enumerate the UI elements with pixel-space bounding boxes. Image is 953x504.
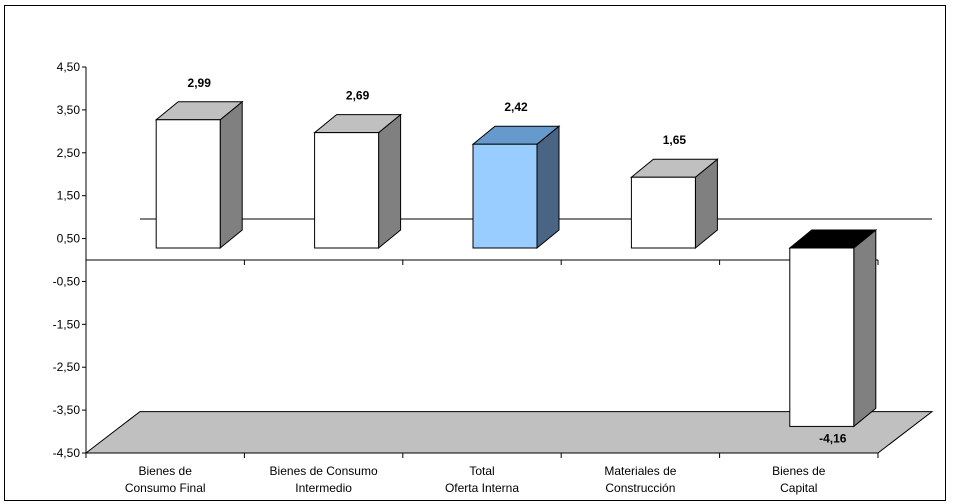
bar-side: [378, 113, 402, 250]
category-label-4: Bienes de: [772, 464, 826, 478]
y-tick-label: -4,50: [53, 446, 81, 460]
data-label-2: 2,42: [504, 100, 528, 114]
bar-side: [853, 228, 877, 428]
category-label-3: Materiales de: [604, 464, 676, 478]
y-tick-label: -3,50: [53, 403, 81, 417]
bar-3: [629, 158, 719, 250]
bar-1: [313, 113, 403, 250]
category-label-2: Total: [469, 464, 494, 478]
data-label-1: 2,69: [346, 89, 370, 103]
y-tick-label: 2,50: [57, 146, 81, 160]
y-tick-label: 1,50: [57, 189, 81, 203]
y-tick-label: -0,50: [53, 274, 81, 288]
bar-0: [154, 100, 244, 250]
y-tick-label: 3,50: [57, 103, 81, 117]
category-label-1: Intermedio: [295, 481, 352, 495]
y-tick-label: -1,50: [53, 317, 81, 331]
chart-floor-plane: [84, 411, 934, 454]
bar-front: [155, 119, 221, 249]
chart-floor: [84, 411, 934, 454]
bar-side: [536, 125, 560, 250]
y-tick-label: 4,50: [57, 60, 81, 74]
y-tick-label: 0,50: [57, 232, 81, 246]
category-label-0: Consumo Final: [125, 481, 206, 495]
category-label-2: Oferta Interna: [445, 481, 519, 495]
data-label-4: -4,16: [819, 431, 847, 445]
bar-front: [630, 176, 696, 249]
y-tick-label: -2,50: [53, 360, 81, 374]
bar-front: [472, 143, 538, 249]
bar-front: [789, 247, 855, 427]
data-labels: 2,99 2,69 2,42 1,65 -4,16: [188, 76, 847, 446]
data-label-0: 2,99: [188, 76, 212, 90]
bar-front: [314, 132, 380, 249]
category-label-4: Capital: [780, 481, 817, 495]
bar-2: [471, 125, 561, 250]
x-axis: Bienes de Consumo Final Bienes de Consumo I…: [125, 464, 826, 495]
y-axis: 4,50 3,50 2,50 1,50 0,50 -0,50 -1,50 -2,50 -3,50…: [53, 60, 932, 460]
bar-4: [788, 228, 878, 428]
bar-series: [154, 100, 878, 428]
category-label-3: Construcción: [605, 481, 675, 495]
category-label-0: Bienes de: [139, 464, 193, 478]
category-label-1: Bienes de Consumo: [270, 464, 378, 478]
bar-side: [219, 100, 243, 250]
data-label-3: 1,65: [663, 133, 687, 147]
